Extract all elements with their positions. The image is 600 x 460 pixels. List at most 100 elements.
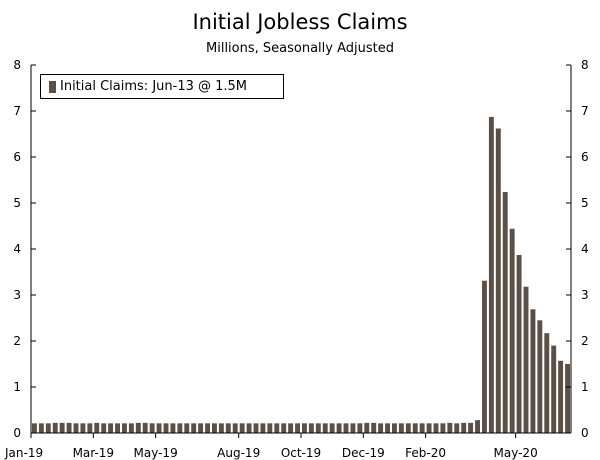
- bar: [308, 423, 314, 433]
- bar: [398, 423, 404, 433]
- bar: [225, 423, 231, 433]
- bar: [537, 320, 543, 433]
- x-tick-label: Aug-19: [217, 446, 260, 460]
- bar: [412, 423, 418, 433]
- bar: [122, 423, 127, 433]
- bar: [32, 423, 37, 433]
- bar: [392, 423, 397, 433]
- bar: [426, 423, 432, 433]
- x-tick-label: May-19: [134, 446, 178, 460]
- bar: [447, 422, 453, 433]
- bar: [558, 360, 564, 433]
- legend-swatch: [49, 80, 56, 93]
- bar: [544, 333, 550, 433]
- bar: [59, 422, 65, 433]
- bar: [94, 422, 100, 433]
- bar: [523, 286, 529, 433]
- y-tick-label-right: 1: [581, 380, 589, 394]
- y-tick-label-left: 8: [13, 58, 21, 72]
- bar: [115, 423, 120, 433]
- bar: [516, 254, 522, 433]
- bar: [502, 191, 508, 433]
- y-tick-label-right: 6: [581, 150, 589, 164]
- y-tick-label-right: 3: [581, 288, 589, 302]
- bar: [246, 423, 252, 433]
- y-tick-label-left: 1: [13, 380, 21, 394]
- x-tick-label: Oct-19: [281, 446, 321, 460]
- bar: [378, 423, 384, 433]
- bar: [170, 423, 176, 433]
- bar: [475, 420, 480, 433]
- x-tick-label: Dec-19: [342, 446, 385, 460]
- bar: [315, 423, 321, 433]
- bar: [405, 423, 411, 433]
- bar: [260, 423, 266, 433]
- bar: [565, 364, 570, 433]
- bar: [191, 423, 197, 433]
- x-tick-label: May-20: [494, 446, 538, 460]
- y-tick-label-right: 5: [581, 196, 589, 210]
- y-tick-label-right: 2: [581, 334, 589, 348]
- bar: [218, 423, 224, 433]
- bar: [177, 423, 183, 433]
- bar: [156, 423, 162, 433]
- bar: [80, 423, 86, 433]
- chart-subtitle: Millions, Seasonally Adjusted: [206, 41, 394, 56]
- bar: [440, 423, 446, 433]
- bar: [454, 423, 460, 433]
- bar: [253, 423, 259, 433]
- x-tick-label: Feb-20: [405, 446, 446, 460]
- x-tick-label: Mar-19: [73, 446, 114, 460]
- bar: [288, 423, 294, 433]
- bar: [128, 423, 134, 433]
- bar: [163, 423, 169, 433]
- bar: [101, 423, 107, 433]
- chart-title: Initial Jobless Claims: [192, 10, 408, 34]
- bar: [66, 422, 72, 433]
- bar: [371, 422, 377, 433]
- bar: [142, 422, 148, 433]
- bar: [302, 423, 307, 433]
- bar: [468, 422, 474, 433]
- bar: [87, 423, 93, 433]
- y-tick-label-left: 3: [13, 288, 21, 302]
- bar: [482, 280, 487, 433]
- bar: [509, 228, 515, 433]
- bar: [73, 423, 79, 433]
- y-tick-label-left: 7: [13, 104, 21, 118]
- bar: [267, 423, 273, 433]
- bar: [198, 423, 204, 433]
- x-tick-label: Jan-19: [4, 446, 43, 460]
- y-tick-label-right: 4: [581, 242, 589, 256]
- bar: [488, 116, 494, 433]
- y-tick-label-right: 8: [581, 58, 589, 72]
- bar: [149, 423, 155, 433]
- bar: [52, 422, 58, 433]
- bar: [336, 423, 342, 433]
- bar: [495, 128, 501, 434]
- bar: [108, 423, 114, 433]
- bar: [551, 345, 557, 433]
- bar: [350, 423, 356, 433]
- legend-label: Initial Claims: Jun-13 @ 1.5M: [60, 79, 248, 94]
- bar: [364, 422, 370, 433]
- bar: [433, 423, 439, 433]
- bar: [343, 423, 349, 433]
- bar: [322, 423, 328, 433]
- bar: [461, 422, 467, 433]
- bar: [232, 423, 238, 433]
- y-tick-label-left: 0: [13, 426, 21, 440]
- bar: [212, 423, 217, 433]
- bar: [281, 423, 287, 433]
- bar: [45, 423, 51, 433]
- y-tick-label-right: 0: [581, 426, 589, 440]
- bar: [385, 423, 390, 433]
- bar: [530, 309, 536, 433]
- bar: [274, 423, 280, 433]
- y-tick-label-left: 6: [13, 150, 21, 164]
- y-tick-label-left: 2: [13, 334, 21, 348]
- y-tick-label-right: 7: [581, 104, 589, 118]
- bar: [357, 423, 363, 433]
- bar: [329, 423, 335, 433]
